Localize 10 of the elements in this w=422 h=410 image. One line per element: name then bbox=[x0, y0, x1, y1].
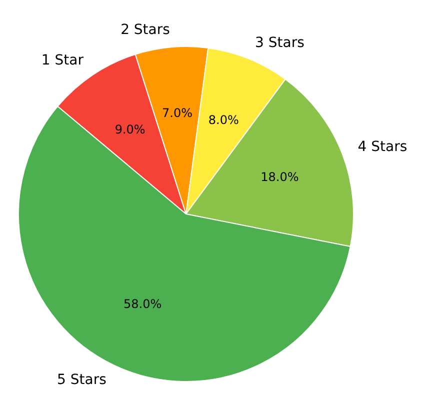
data-label: 8.0% bbox=[208, 112, 239, 127]
data-label: 18.0% bbox=[260, 170, 299, 184]
slice-label: 3 Stars bbox=[255, 34, 304, 51]
slice-label: 4 Stars bbox=[358, 139, 408, 156]
slice-label: 2 Stars bbox=[120, 22, 170, 38]
data-label: 58.0% bbox=[124, 296, 162, 311]
slice-label: 5 Stars bbox=[57, 372, 106, 388]
data-label: 9.0% bbox=[114, 122, 146, 137]
slice-label: 1 Star bbox=[41, 52, 84, 69]
data-label: 7.0% bbox=[162, 106, 192, 120]
